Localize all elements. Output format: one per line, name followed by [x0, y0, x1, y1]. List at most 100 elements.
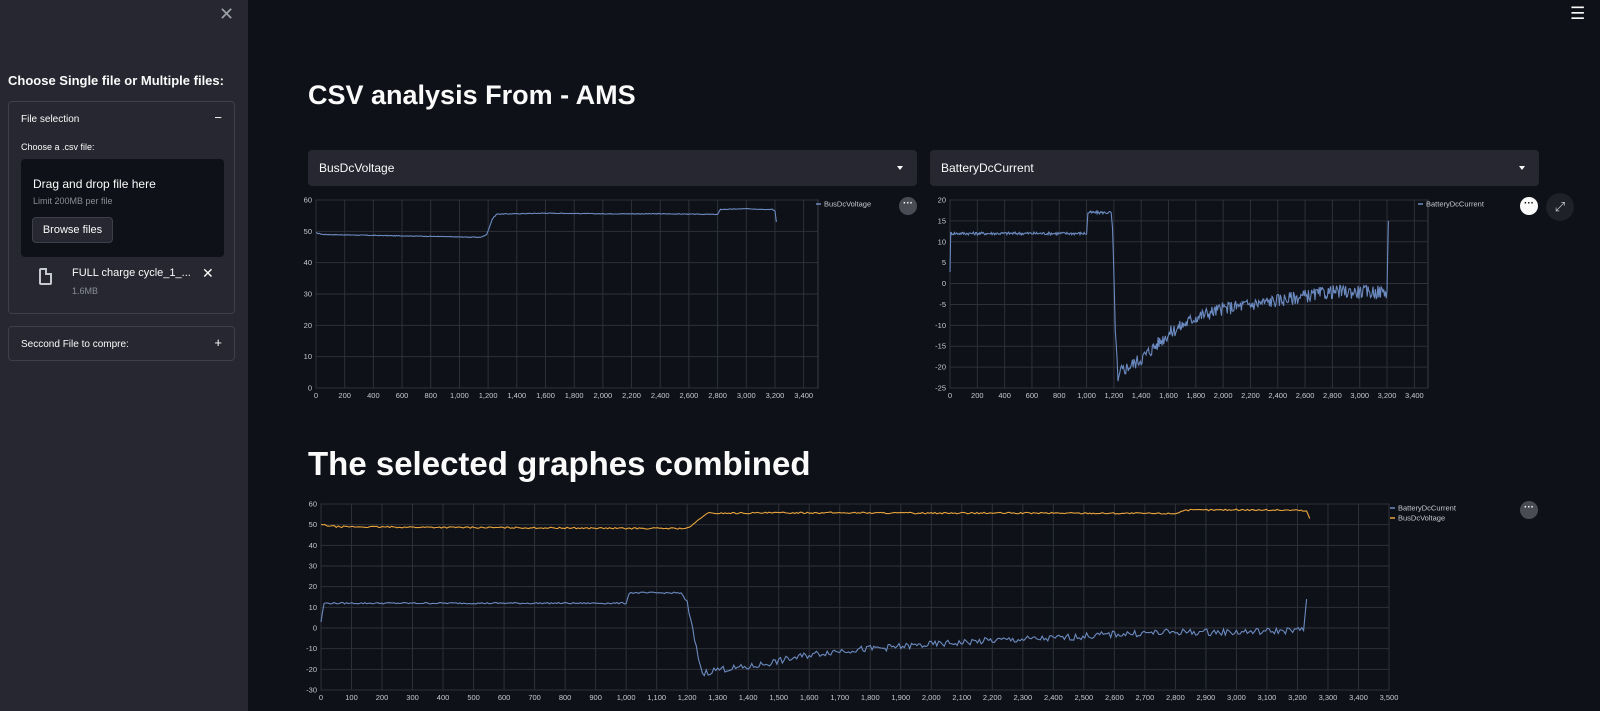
x-tick-label: 400 [437, 693, 450, 702]
chart-options-icon[interactable]: ··· [899, 197, 917, 215]
dropzone-limit: Limit 200MB per file [33, 196, 113, 206]
right-column-select[interactable]: BatteryDcCurrent [930, 150, 1539, 186]
collapse-icon[interactable]: − [214, 110, 222, 125]
x-tick-label: 1,200 [1104, 391, 1123, 400]
x-tick-label: 2,600 [680, 391, 699, 400]
close-icon[interactable]: ✕ [219, 4, 235, 24]
x-tick-label: 1,600 [800, 693, 819, 702]
x-tick-label: 1,100 [647, 693, 666, 702]
x-tick-label: 1,400 [739, 693, 758, 702]
expander-header[interactable]: File selection [21, 114, 80, 125]
chart-options-icon[interactable]: ··· [1520, 501, 1538, 519]
x-tick-label: 2,000 [593, 391, 612, 400]
x-tick-label: 200 [376, 693, 389, 702]
left-column-select[interactable]: BusDcVoltage [308, 150, 917, 186]
sidebar-title: Choose Single file or Multiple files: [8, 73, 224, 88]
x-tick-label: 2,800 [708, 391, 727, 400]
sidebar: ✕ Choose Single file or Multiple files: … [0, 0, 248, 711]
bus-voltage-chart[interactable]: 0 200 400 600 800 1,000 1,200 1,400 1,600 1,800 2,… [300, 196, 920, 411]
x-tick-label: 1,800 [1186, 391, 1205, 400]
x-tick-label: 3,200 [1378, 391, 1397, 400]
x-tick-label: 400 [998, 391, 1011, 400]
y-tick-label: 30 [309, 562, 317, 571]
x-tick-label: 3,200 [1288, 693, 1307, 702]
y-tick-label: 20 [304, 321, 312, 330]
y-tick-label: -20 [935, 363, 946, 372]
chart-options-icon[interactable]: ··· [1520, 197, 1538, 215]
series-line-BatteryDcCurrent [949, 209, 1389, 382]
x-tick-label: 1,500 [769, 693, 788, 702]
y-tick-label: 30 [304, 290, 312, 299]
file-name: FULL charge cycle_1_... [72, 267, 191, 279]
x-tick-label: 0 [948, 391, 952, 400]
menu-icon[interactable]: ☰ [1570, 4, 1586, 23]
x-tick-label: 2,400 [651, 391, 670, 400]
chart-svg: 0 100 200 300 400 500 600 700 800 900 1,000 1,100 1,… [306, 500, 1457, 703]
x-tick-label: 3,100 [1258, 693, 1277, 702]
x-tick-label: 3,000 [1350, 391, 1369, 400]
x-tick-label: 3,000 [1227, 693, 1246, 702]
file-selection-expander: File selection − Choose a .csv file: Dra… [8, 101, 235, 314]
x-tick-label: 800 [424, 391, 437, 400]
x-tick-label: 800 [559, 693, 572, 702]
expander-header[interactable]: Seccond File to compre: [21, 339, 129, 350]
x-tick-label: 2,000 [922, 693, 941, 702]
x-tick-label: 0 [319, 693, 323, 702]
x-tick-label: 200 [338, 391, 351, 400]
x-tick-label: 1,200 [678, 693, 697, 702]
y-tick-label: 50 [309, 520, 317, 529]
x-tick-label: 1,600 [1159, 391, 1178, 400]
x-tick-label: 600 [498, 693, 511, 702]
y-tick-label: -5 [939, 300, 946, 309]
select-value: BatteryDcCurrent [941, 161, 1034, 175]
file-icon [39, 268, 52, 285]
file-dropzone[interactable]: Drag and drop file here Limit 200MB per … [21, 159, 224, 257]
x-tick-label: 3,400 [1405, 391, 1424, 400]
select-value: BusDcVoltage [319, 161, 395, 175]
remove-file-icon[interactable]: ✕ [202, 265, 214, 281]
x-tick-label: 1,000 [617, 693, 636, 702]
file-size: 1.6MB [72, 286, 99, 296]
y-tick-label: 10 [309, 603, 317, 612]
x-tick-label: 1,900 [891, 693, 910, 702]
legend-label: BusDcVoltage [824, 200, 871, 209]
x-tick-label: 2,800 [1323, 391, 1342, 400]
x-tick-label: 600 [396, 391, 409, 400]
x-tick-label: 1,600 [536, 391, 555, 400]
fullscreen-icon[interactable]: ⤢ [1546, 193, 1574, 221]
expand-icon[interactable]: + [214, 335, 222, 350]
y-tick-label: 0 [308, 384, 312, 393]
y-tick-label: -10 [935, 321, 946, 330]
y-tick-label: 60 [309, 500, 317, 509]
y-tick-label: -10 [306, 644, 317, 653]
x-tick-label: 2,600 [1105, 693, 1124, 702]
x-tick-label: 2,500 [1074, 693, 1093, 702]
chart-svg: 0 200 400 600 800 1,000 1,200 1,400 1,600 1,800 2,… [304, 196, 871, 401]
dropzone-title: Drag and drop file here [33, 177, 156, 191]
x-tick-label: 2,200 [1241, 391, 1260, 400]
second-file-expander[interactable]: Seccond File to compre: + [8, 326, 235, 361]
x-tick-label: 3,300 [1319, 693, 1338, 702]
y-tick-label: 15 [938, 216, 946, 225]
battery-current-chart[interactable]: 0 200 400 600 800 1,000 1,200 1,400 1,600 1,800 2,… [922, 196, 1522, 411]
x-tick-label: 1,800 [861, 693, 880, 702]
y-tick-label: 40 [309, 541, 317, 550]
y-tick-label: -20 [306, 665, 317, 674]
x-tick-label: 300 [406, 693, 419, 702]
combined-chart[interactable]: 0 100 200 300 400 500 600 700 800 900 1,000 1,100 1,… [300, 500, 1540, 711]
browse-files-button[interactable]: Browse files [32, 217, 113, 243]
x-tick-label: 2,200 [622, 391, 641, 400]
x-tick-label: 2,000 [1214, 391, 1233, 400]
x-tick-label: 2,300 [1013, 693, 1032, 702]
y-tick-label: 60 [304, 196, 312, 205]
y-tick-label: 5 [942, 258, 946, 267]
section-title: The selected graphes combined [308, 445, 811, 482]
x-tick-label: 0 [314, 391, 318, 400]
y-tick-label: 20 [938, 196, 946, 205]
chevron-down-icon [897, 166, 903, 170]
y-tick-label: 0 [942, 279, 946, 288]
x-tick-label: 900 [589, 693, 602, 702]
x-tick-label: 3,200 [766, 391, 785, 400]
x-tick-label: 1,300 [708, 693, 727, 702]
x-tick-label: 1,700 [830, 693, 849, 702]
